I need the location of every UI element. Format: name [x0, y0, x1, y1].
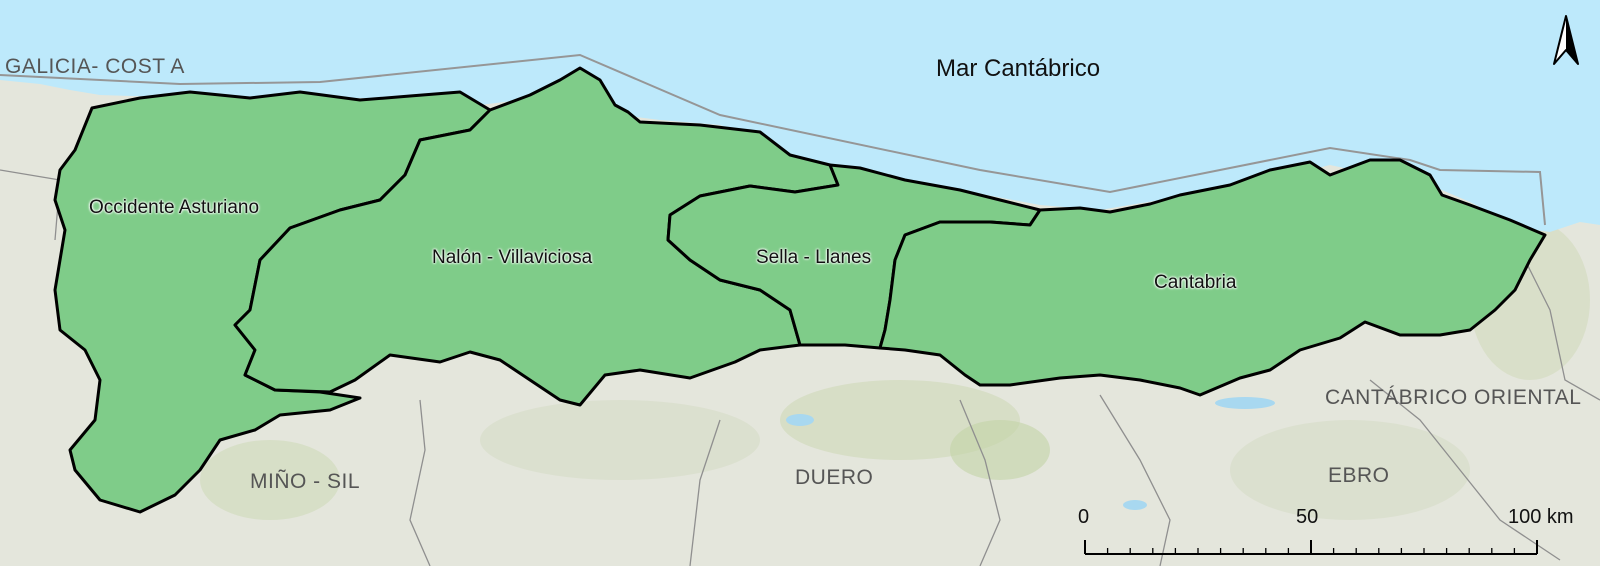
basin-label-nalon[interactable]: Nalón - Villaviciosa [432, 247, 593, 268]
relief-patch [480, 400, 760, 480]
region-label-duero: DUERO [795, 466, 874, 489]
sea-label: Mar Cantábrico [936, 55, 1101, 82]
region-label-ebro: EBRO [1328, 464, 1390, 487]
basin-label-cantabria[interactable]: Cantabria [1154, 272, 1237, 293]
reservoir [1123, 500, 1147, 510]
basin-label-occidente[interactable]: Occidente Asturiano [89, 197, 260, 218]
scale-label-50: 50 [1296, 506, 1319, 528]
reservoir [1215, 397, 1275, 409]
basins-layer [53, 66, 1547, 514]
basin-label-sella[interactable]: Sella - Llanes [756, 247, 872, 268]
reservoir [786, 414, 814, 426]
basin-cantabria [878, 158, 1547, 397]
scale-label-100: 100 km [1508, 506, 1574, 528]
relief-patch [200, 440, 340, 520]
region-label-cantabrico-oriental: CANTÁBRICO ORIENTAL [1325, 386, 1582, 409]
scale-label-0: 0 [1078, 506, 1090, 528]
scale-bar [1084, 540, 1538, 555]
north-arrow-icon [1553, 15, 1579, 65]
region-label-galicia: GALICIA- COST A [5, 55, 185, 78]
basin-nalon-villaviciosa [233, 66, 840, 407]
relief-patch [1230, 420, 1470, 520]
region-label-mino-sil: MIÑO - SIL [250, 470, 361, 493]
relief-patch [950, 420, 1050, 480]
maritime-boundary [0, 53, 1546, 226]
